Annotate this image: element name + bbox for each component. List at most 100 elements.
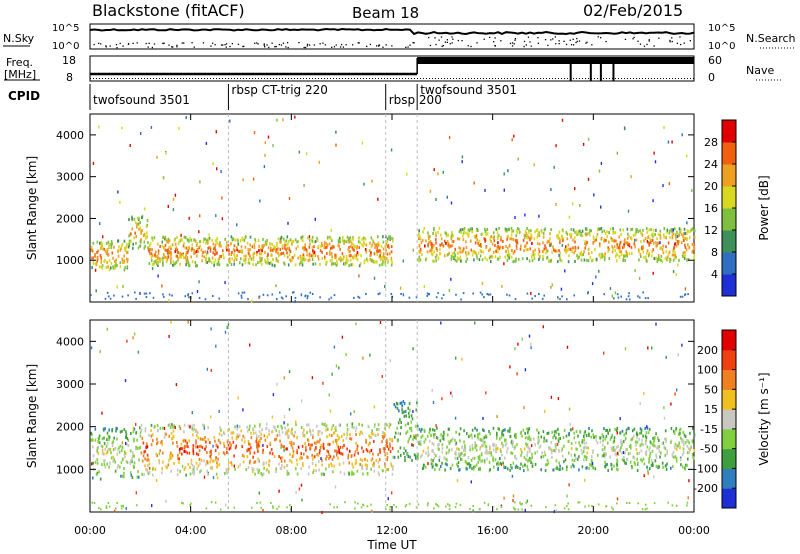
scatter-cell	[377, 241, 380, 245]
scatter-cell	[208, 238, 210, 242]
ground-scatter-cell	[616, 502, 618, 505]
scatter-cell	[444, 231, 447, 235]
nsearch-dot	[434, 37, 436, 39]
ground-scatter-cell	[100, 508, 102, 511]
velocity-plot-area	[89, 319, 695, 513]
scatter-cell	[150, 252, 153, 256]
nsky-tick-bottom: 10^0	[52, 41, 79, 52]
scatter-cell	[481, 459, 484, 463]
colorbar-segment	[722, 120, 736, 143]
scatter-cell	[654, 160, 657, 164]
scatter-cell	[528, 236, 530, 239]
scatter-cell	[102, 235, 104, 239]
scatter-cell	[168, 298, 170, 302]
scatter-cell	[676, 244, 678, 248]
scatter-cell	[318, 451, 321, 455]
scatter-cell	[154, 467, 157, 471]
scatter-cell	[113, 458, 115, 462]
ground-scatter-cell	[353, 296, 355, 299]
ground-scatter-cell	[237, 292, 240, 295]
scatter-cell	[134, 231, 136, 235]
scatter-cell	[176, 254, 178, 258]
ground-scatter-cell	[647, 297, 649, 300]
scatter-cell	[474, 465, 476, 469]
scatter-cell	[357, 240, 360, 244]
scatter-cell	[630, 175, 632, 179]
scatter-cell	[186, 261, 188, 265]
scatter-cell	[604, 238, 606, 242]
nave-dot	[537, 78, 538, 79]
scatter-cell	[185, 473, 187, 477]
scatter-cell	[231, 431, 233, 435]
scatter-cell	[210, 327, 212, 331]
scatter-cell	[624, 461, 626, 465]
scatter-cell	[119, 261, 122, 265]
scatter-cell	[129, 449, 132, 453]
scatter-cell	[233, 464, 235, 468]
scatter-cell	[509, 427, 511, 431]
scatter-cell	[195, 452, 198, 456]
scatter-cell	[583, 431, 586, 435]
nsearch-dot	[494, 37, 496, 39]
scatter-cell	[585, 458, 588, 461]
nsearch-dot	[275, 45, 277, 48]
scatter-cell	[627, 232, 629, 236]
scatter-cell	[315, 469, 317, 473]
scatter-cell	[248, 448, 251, 451]
scatter-cell	[608, 231, 610, 235]
scatter-cell	[581, 234, 584, 238]
ground-scatter-cell	[198, 297, 201, 299]
scatter-cell	[672, 258, 675, 262]
scatter-cell	[481, 232, 484, 236]
nave-dot	[528, 78, 529, 79]
scatter-cell	[510, 464, 512, 468]
scatter-cell	[687, 258, 690, 261]
scatter-cell	[431, 388, 433, 392]
scatter-cell	[294, 263, 297, 267]
scatter-cell	[602, 435, 605, 439]
scatter-cell	[290, 429, 293, 433]
ground-scatter-cell	[525, 501, 527, 504]
scatter-cell	[96, 240, 99, 244]
scatter-cell	[636, 440, 639, 444]
scatter-cell	[383, 256, 386, 260]
scatter-cell	[601, 252, 603, 256]
scatter-cell	[538, 258, 540, 261]
ground-scatter-cell	[417, 503, 420, 506]
scatter-cell	[139, 291, 141, 295]
scatter-cell	[643, 255, 645, 259]
scatter-cell	[242, 408, 244, 412]
scatter-cell	[604, 446, 606, 450]
scatter-cell	[351, 462, 353, 466]
scatter-cell	[530, 444, 533, 448]
scatter-cell	[204, 237, 207, 241]
scatter-cell	[573, 251, 575, 255]
scatter-cell	[335, 143, 337, 147]
scatter-cell	[536, 235, 539, 239]
scatter-cell	[189, 472, 192, 476]
scatter-cell	[533, 437, 535, 441]
scatter-cell	[530, 458, 532, 461]
scatter-cell	[336, 259, 338, 263]
scatter-cell	[432, 401, 435, 404]
scatter-cell	[365, 250, 367, 254]
scatter-cell	[266, 255, 268, 259]
scatter-cell	[312, 429, 314, 433]
scatter-cell	[261, 473, 264, 477]
scatter-cell	[397, 421, 400, 425]
scatter-cell	[287, 423, 289, 427]
scatter-cell	[521, 257, 524, 261]
nave-dot	[630, 78, 631, 79]
scatter-cell	[260, 252, 263, 256]
nave-dot	[411, 78, 412, 79]
ground-scatter-cell	[108, 505, 111, 508]
scatter-cell	[397, 450, 399, 453]
ground-scatter-cell	[188, 296, 190, 299]
scatter-cell	[96, 251, 98, 254]
nsearch-dot	[605, 40, 607, 43]
scatter-cell	[515, 234, 517, 238]
scatter-cell	[444, 468, 446, 472]
nsearch-dot	[313, 44, 316, 46]
scatter-cell	[520, 453, 522, 457]
scatter-cell	[403, 414, 406, 418]
